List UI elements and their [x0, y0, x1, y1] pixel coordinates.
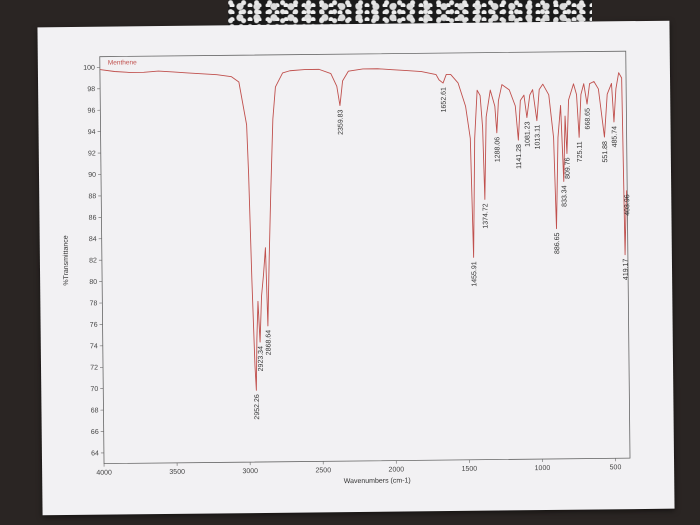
y-tick-label: 94 [88, 129, 96, 136]
y-tick-label: 92 [88, 150, 96, 157]
peak-label: 485.74 [611, 126, 618, 148]
peak-label: 1652.61 [441, 87, 448, 112]
peak-label: 1374.72 [482, 203, 489, 228]
peak-label: 725.11 [577, 141, 584, 162]
y-tick-label: 80 [89, 279, 97, 286]
y-tick-label: 90 [88, 172, 96, 179]
x-tick-label: 500 [610, 464, 622, 471]
y-tick-label: 66 [91, 429, 99, 436]
peak-label: 809.76 [564, 157, 571, 179]
x-axis-title: Wavenumbers (cm-1) [344, 477, 411, 485]
peak-label: 1288.06 [494, 137, 501, 162]
peak-label: 2359.83 [337, 109, 344, 134]
y-tick-label: 96 [88, 108, 96, 115]
peak-label: 2868.64 [265, 330, 272, 355]
x-tick-label: 1000 [535, 465, 551, 472]
y-tick-label: 74 [90, 343, 98, 350]
y-tick-label: 78 [90, 300, 98, 307]
y-tick-label: 84 [89, 236, 97, 243]
peak-label: 1455.91 [471, 261, 478, 286]
spectrum-line [99, 68, 628, 391]
x-tick-label: 2500 [315, 467, 331, 474]
y-tick-label: 68 [91, 407, 99, 414]
y-tick-label: 64 [91, 450, 99, 457]
notebook-background [228, 0, 592, 26]
x-tick-label: 1500 [462, 466, 478, 473]
peak-label: 419.17 [623, 259, 630, 281]
peak-label: 1081.23 [524, 121, 531, 146]
y-axis-ticks: 100 98 96 94 92 90 88 86 84 82 80 78 76 74 72 70 68 66 64 [83, 65, 104, 457]
peak-label: 886.65 [554, 232, 561, 254]
y-tick-label: 88 [88, 193, 96, 200]
x-axis-ticks: 4000 3500 3000 2500 2000 1500 1000 500 [96, 458, 622, 477]
spectrum-printout: Menthene Wavenumbers (cm-1) %Transmittan… [37, 20, 675, 516]
x-tick-label: 2000 [389, 467, 405, 474]
chart-title: Menthene [108, 59, 137, 66]
peak-label: 2923.34 [258, 346, 265, 371]
y-tick-label: 72 [90, 365, 98, 372]
peak-label: 403.96 [624, 194, 631, 216]
peak-label: 833.34 [561, 185, 568, 207]
y-tick-label: 76 [90, 322, 98, 329]
y-tick-label: 70 [90, 386, 98, 393]
y-tick-label: 100 [83, 65, 95, 72]
ir-spectrum-chart: Menthene Wavenumbers (cm-1) %Transmittan… [63, 50, 631, 485]
peak-label: 1013.11 [534, 125, 541, 150]
peak-label: 1141.28 [516, 144, 523, 169]
x-tick-label: 4000 [96, 470, 112, 477]
y-tick-label: 86 [89, 215, 97, 222]
peak-label: 2952.26 [254, 394, 261, 419]
peak-label: 551.88 [602, 141, 609, 163]
y-tick-label: 82 [89, 258, 97, 265]
x-tick-label: 3000 [242, 468, 258, 475]
peak-label: 668.65 [585, 108, 592, 130]
plot-frame [99, 50, 631, 465]
x-tick-label: 3500 [169, 469, 185, 476]
y-tick-label: 98 [87, 86, 95, 93]
y-axis-title: %Transmittance [63, 235, 71, 285]
